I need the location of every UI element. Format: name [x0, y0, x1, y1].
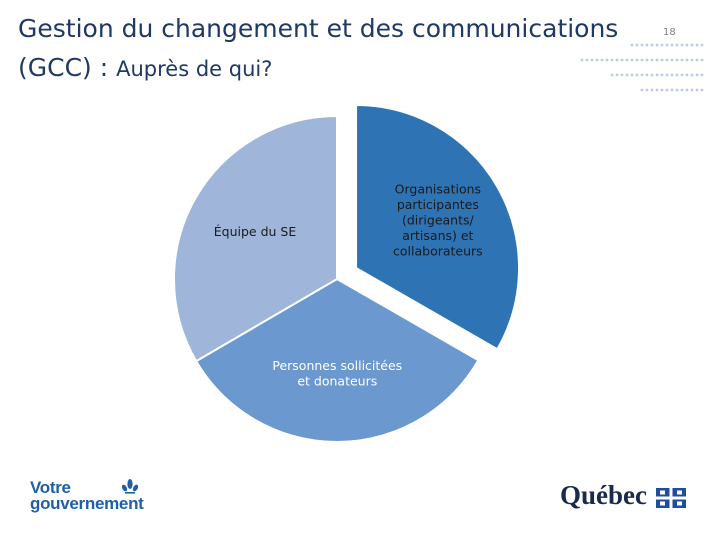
decorative-dot — [645, 58, 649, 62]
decorative-dot — [650, 88, 654, 92]
decorative-dot — [655, 73, 659, 77]
decorative-dot — [605, 58, 609, 62]
decorative-dot — [600, 58, 604, 62]
decorative-dot — [675, 88, 679, 92]
decorative-dot — [670, 58, 674, 62]
decorative-dot — [700, 73, 704, 77]
decorative-dot — [655, 43, 659, 47]
logo-left-line2: gouvernement — [30, 494, 144, 513]
pie-slice-label: Organisations participantes (dirigeants/ar… — [393, 182, 483, 259]
decorative-dot — [655, 88, 659, 92]
decorative-dot — [685, 58, 689, 62]
decorative-dot — [615, 73, 619, 77]
decorative-dot — [690, 73, 694, 77]
decorative-dot — [675, 43, 679, 47]
title-main: Gestion du changement et des communicati… — [18, 14, 619, 43]
decorative-dot — [610, 58, 614, 62]
decorative-dot — [660, 73, 664, 77]
decorative-dot — [685, 43, 689, 47]
pie-slice-label: Personnes sollicitées et donateurs — [272, 358, 402, 389]
decorative-dot — [695, 43, 699, 47]
decorative-dots — [580, 43, 704, 92]
decorative-dot — [695, 88, 699, 92]
decorative-dot — [610, 73, 614, 77]
decorative-dot — [635, 58, 639, 62]
decorative-dot — [635, 43, 639, 47]
page-number: 18 — [663, 27, 676, 38]
decorative-dot — [685, 88, 689, 92]
decorative-dot — [645, 43, 649, 47]
fleur-de-lis-icon — [121, 479, 139, 494]
decorative-dot — [630, 73, 634, 77]
decorative-dot — [660, 88, 664, 92]
decorative-dot — [655, 58, 659, 62]
decorative-dot — [620, 73, 624, 77]
decorative-dot — [680, 88, 684, 92]
decorative-dot — [675, 73, 679, 77]
logo-quebec-wordmark: Québec — [560, 480, 647, 510]
decorative-dot — [680, 43, 684, 47]
title-prefix: (GCC) : — [18, 53, 117, 82]
decorative-dot — [685, 73, 689, 77]
decorative-dot — [650, 73, 654, 77]
decorative-dot — [650, 43, 654, 47]
decorative-dot — [670, 43, 674, 47]
decorative-dot — [665, 58, 669, 62]
decorative-dot — [620, 58, 624, 62]
decorative-dot — [630, 58, 634, 62]
decorative-dot — [680, 73, 684, 77]
decorative-dot — [640, 73, 644, 77]
decorative-dot — [665, 88, 669, 92]
title-subtitle: Auprès de qui? — [116, 57, 273, 81]
decorative-dot — [625, 58, 629, 62]
decorative-dot — [615, 58, 619, 62]
logo-left-line1: Votre — [30, 478, 71, 497]
pie-slice — [194, 277, 480, 443]
decorative-dot — [640, 88, 644, 92]
decorative-dot — [580, 58, 584, 62]
decorative-dot — [585, 58, 589, 62]
decorative-dot — [695, 73, 699, 77]
decorative-dot — [700, 58, 704, 62]
decorative-dot — [645, 73, 649, 77]
decorative-dot — [700, 43, 704, 47]
decorative-dot — [690, 58, 694, 62]
slide-title: Gestion du changement et des communicati… — [18, 8, 628, 87]
decorative-dot — [700, 88, 704, 92]
pie-slice-label: Équipe du SE — [214, 224, 297, 239]
decorative-dot — [665, 73, 669, 77]
decorative-dot — [670, 73, 674, 77]
decorative-dot — [625, 73, 629, 77]
decorative-dot — [640, 43, 644, 47]
decorative-dot — [690, 88, 694, 92]
decorative-dot — [640, 58, 644, 62]
decorative-dot — [635, 73, 639, 77]
decorative-dot — [680, 58, 684, 62]
decorative-dot — [660, 43, 664, 47]
logo-quebec: Québec — [558, 480, 698, 516]
decorative-dot — [630, 43, 634, 47]
decorative-dot — [665, 43, 669, 47]
decorative-dot — [690, 43, 694, 47]
decorative-dot — [650, 58, 654, 62]
pie-slice — [355, 103, 521, 351]
decorative-dot — [695, 58, 699, 62]
decorative-dot — [670, 88, 674, 92]
decorative-dot — [660, 58, 664, 62]
quebec-flag-icon — [656, 488, 686, 508]
decorative-dot — [590, 58, 594, 62]
pie-slice — [173, 114, 338, 363]
logo-votre-gouvernement: Votre gouvernement — [30, 478, 160, 518]
decorative-dot — [645, 88, 649, 92]
decorative-dot — [595, 58, 599, 62]
decorative-dot — [675, 58, 679, 62]
